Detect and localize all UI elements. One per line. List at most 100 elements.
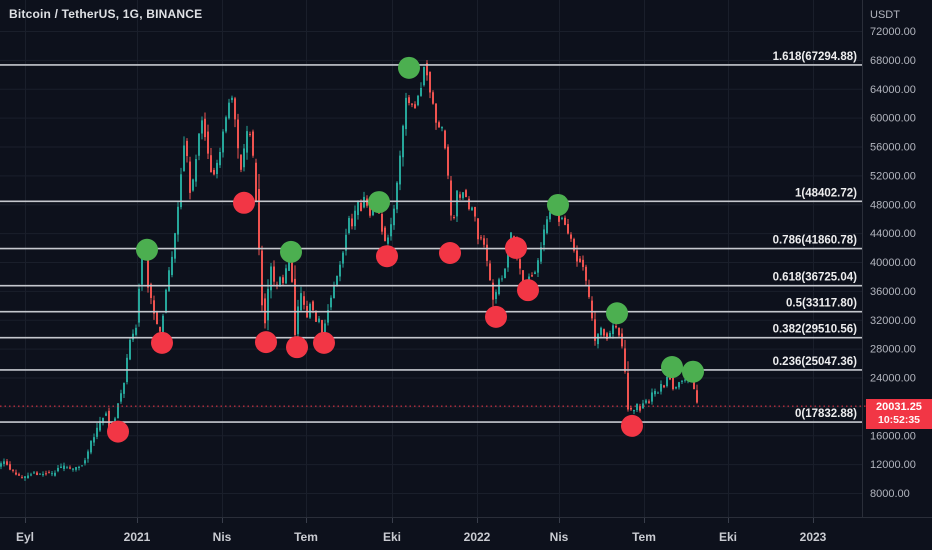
symbol-legend[interactable]: Bitcoin / TetherUS, 1G, BINANCE — [9, 7, 203, 21]
time-tick — [728, 518, 729, 523]
sell-marker — [313, 331, 335, 354]
candle-body — [219, 151, 221, 166]
time-tick-label: Nis — [550, 530, 569, 544]
candle-body — [366, 198, 368, 206]
candle-body — [426, 63, 428, 76]
price-tick-label: 56000.00 — [870, 142, 916, 154]
candle-body — [630, 408, 632, 410]
candle-body — [624, 348, 626, 372]
candle-body — [291, 250, 293, 282]
candle-body — [468, 198, 470, 210]
candle-body — [207, 131, 209, 154]
candle-body — [540, 247, 542, 262]
candle-body — [72, 468, 74, 470]
candle-body — [573, 239, 575, 251]
buy-marker — [606, 302, 628, 325]
candle-body — [189, 161, 191, 193]
candle-body — [90, 440, 92, 453]
buy-marker — [136, 238, 158, 261]
candle-body — [474, 206, 476, 217]
candle-body — [123, 382, 125, 394]
candle-body — [612, 325, 614, 335]
candle-body — [636, 403, 638, 411]
price-tick-label: 40000.00 — [870, 257, 916, 269]
candle-body — [285, 268, 287, 284]
candle-body — [246, 131, 248, 153]
candle-body — [162, 315, 164, 333]
sell-marker — [505, 236, 527, 259]
candle-body — [216, 162, 218, 175]
candle-body — [249, 134, 251, 136]
candle-body — [15, 472, 17, 475]
buy-marker — [398, 56, 420, 79]
candle-body — [3, 461, 5, 464]
candle-body — [54, 472, 56, 476]
time-axis[interactable]: Eyl 2021 Nis Tem Eki 2022 Nis Tem Eki 2023 — [16, 518, 827, 544]
candle-body — [135, 327, 137, 335]
candle-body — [435, 103, 437, 123]
candle-body — [576, 250, 578, 262]
price-tick-label: 24000.00 — [870, 373, 916, 385]
fib-level-label: 0.236(25047.36) — [773, 356, 858, 368]
candle-body — [228, 102, 230, 119]
candle-body — [33, 472, 35, 474]
candle-body — [132, 333, 134, 340]
fib-level-label: 1(48402.72) — [795, 187, 857, 199]
sell-marker — [151, 331, 173, 354]
candle-body — [642, 403, 644, 409]
candle-body — [471, 207, 473, 211]
candle-body — [519, 259, 521, 269]
candle-body — [603, 329, 605, 336]
candle-body — [660, 384, 662, 392]
price-axis[interactable]: USDT 72000.00 68000.00 64000.00 60000.00 5600… — [870, 9, 916, 500]
fib-level-label: 0(17832.88) — [795, 408, 857, 420]
candle-body — [30, 474, 32, 476]
candle-body — [405, 97, 407, 130]
fib-level-label: 1.618(67294.88) — [773, 51, 858, 63]
candle-body — [204, 118, 206, 138]
candle-body — [417, 95, 419, 106]
price-tick-label: 48000.00 — [870, 199, 916, 211]
candle-body — [336, 275, 338, 287]
price-tick-label: 72000.00 — [870, 26, 916, 38]
candle-body — [153, 300, 155, 314]
candle-body — [279, 277, 281, 286]
gridlines — [0, 0, 862, 517]
price-tick-label: 28000.00 — [870, 344, 916, 356]
candle-body — [300, 293, 302, 311]
candle-body — [270, 266, 272, 291]
candle-body — [96, 427, 98, 437]
candle-body — [9, 464, 11, 470]
candle-body — [579, 258, 581, 263]
candle-body — [108, 410, 110, 427]
price-tick-label: 44000.00 — [870, 228, 916, 240]
current-price-value: 20031.25 — [876, 401, 922, 413]
candle-body — [333, 285, 335, 299]
candle-body — [294, 278, 296, 335]
candle-body — [315, 310, 317, 322]
candle-body — [672, 376, 674, 390]
candle-body — [369, 205, 371, 216]
candle-body — [321, 319, 323, 335]
currency-label: USDT — [870, 9, 900, 21]
candle-body — [588, 284, 590, 297]
time-tick-label: Tem — [294, 530, 318, 544]
candle-body — [657, 392, 659, 394]
sell-marker — [485, 305, 507, 328]
candle-body — [99, 421, 101, 431]
candle-body — [408, 97, 410, 103]
candle-body — [312, 301, 314, 311]
candle-body — [678, 382, 680, 388]
candle-body — [600, 327, 602, 335]
candle-body — [534, 272, 536, 275]
candle-body — [282, 277, 284, 284]
candle-body — [27, 475, 29, 479]
candle-body — [696, 390, 698, 403]
price-tick-label: 12000.00 — [870, 459, 916, 471]
buy-marker — [661, 356, 683, 379]
candle-body — [381, 213, 383, 232]
candle-body — [504, 268, 506, 279]
